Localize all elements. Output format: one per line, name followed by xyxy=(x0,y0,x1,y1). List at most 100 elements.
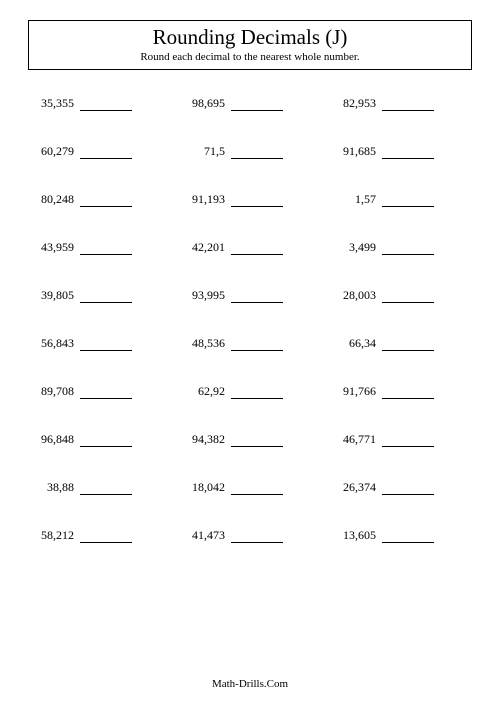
problem-number: 39,805 xyxy=(28,288,78,303)
problem-cell: 62,92 xyxy=(179,384,321,399)
problem-row: 60,279 71,5 91,685 xyxy=(28,144,472,159)
problem-cell: 18,042 xyxy=(179,480,321,495)
problem-row: 39,805 93,995 28,003 xyxy=(28,288,472,303)
answer-blank[interactable] xyxy=(231,195,283,207)
problem-row: 56,843 48,536 66,34 xyxy=(28,336,472,351)
problem-cell: 46,771 xyxy=(330,432,472,447)
answer-blank[interactable] xyxy=(382,483,434,495)
problem-number: 96,848 xyxy=(28,432,78,447)
problem-number: 1,57 xyxy=(330,192,380,207)
answer-blank[interactable] xyxy=(80,387,132,399)
problem-number: 58,212 xyxy=(28,528,78,543)
problem-number: 91,766 xyxy=(330,384,380,399)
answer-blank[interactable] xyxy=(231,291,283,303)
answer-blank[interactable] xyxy=(231,147,283,159)
problem-number: 28,003 xyxy=(330,288,380,303)
problem-number: 3,499 xyxy=(330,240,380,255)
problem-number: 26,374 xyxy=(330,480,380,495)
footer-text: Math-Drills.Com xyxy=(28,672,472,690)
problem-cell: 91,766 xyxy=(330,384,472,399)
problem-number: 66,34 xyxy=(330,336,380,351)
problem-cell: 35,355 xyxy=(28,96,170,111)
page-title: Rounding Decimals (J) xyxy=(29,25,471,50)
problem-row: 43,959 42,201 3,499 xyxy=(28,240,472,255)
problem-cell: 60,279 xyxy=(28,144,170,159)
problem-cell: 42,201 xyxy=(179,240,321,255)
problem-number: 43,959 xyxy=(28,240,78,255)
problem-cell: 80,248 xyxy=(28,192,170,207)
answer-blank[interactable] xyxy=(231,243,283,255)
problem-cell: 96,848 xyxy=(28,432,170,447)
problem-row: 38,88 18,042 26,374 xyxy=(28,480,472,495)
problem-number: 38,88 xyxy=(28,480,78,495)
problem-cell: 94,382 xyxy=(179,432,321,447)
problem-cell: 82,953 xyxy=(330,96,472,111)
answer-blank[interactable] xyxy=(231,483,283,495)
problem-cell: 43,959 xyxy=(28,240,170,255)
answer-blank[interactable] xyxy=(80,531,132,543)
answer-blank[interactable] xyxy=(80,339,132,351)
answer-blank[interactable] xyxy=(231,339,283,351)
problem-cell: 91,685 xyxy=(330,144,472,159)
answer-blank[interactable] xyxy=(382,531,434,543)
problem-cell: 58,212 xyxy=(28,528,170,543)
answer-blank[interactable] xyxy=(80,99,132,111)
page-subtitle: Round each decimal to the nearest whole … xyxy=(29,51,471,63)
problems-grid: 35,355 98,695 82,953 60,279 71,5 91,685 … xyxy=(28,96,472,672)
problem-cell: 13,605 xyxy=(330,528,472,543)
problem-number: 93,995 xyxy=(179,288,229,303)
problem-row: 35,355 98,695 82,953 xyxy=(28,96,472,111)
answer-blank[interactable] xyxy=(80,147,132,159)
problem-number: 98,695 xyxy=(179,96,229,111)
answer-blank[interactable] xyxy=(382,243,434,255)
problem-row: 96,848 94,382 46,771 xyxy=(28,432,472,447)
problem-number: 80,248 xyxy=(28,192,78,207)
problem-cell: 41,473 xyxy=(179,528,321,543)
problem-number: 42,201 xyxy=(179,240,229,255)
problem-number: 89,708 xyxy=(28,384,78,399)
answer-blank[interactable] xyxy=(382,435,434,447)
problem-number: 60,279 xyxy=(28,144,78,159)
problem-row: 89,708 62,92 91,766 xyxy=(28,384,472,399)
problem-number: 62,92 xyxy=(179,384,229,399)
problem-number: 56,843 xyxy=(28,336,78,351)
answer-blank[interactable] xyxy=(382,291,434,303)
problem-number: 35,355 xyxy=(28,96,78,111)
answer-blank[interactable] xyxy=(231,99,283,111)
answer-blank[interactable] xyxy=(382,195,434,207)
problem-number: 71,5 xyxy=(179,144,229,159)
problem-number: 46,771 xyxy=(330,432,380,447)
answer-blank[interactable] xyxy=(231,387,283,399)
answer-blank[interactable] xyxy=(80,483,132,495)
answer-blank[interactable] xyxy=(382,339,434,351)
problem-cell: 39,805 xyxy=(28,288,170,303)
problem-cell: 89,708 xyxy=(28,384,170,399)
problem-row: 80,248 91,193 1,57 xyxy=(28,192,472,207)
answer-blank[interactable] xyxy=(382,387,434,399)
answer-blank[interactable] xyxy=(80,243,132,255)
answer-blank[interactable] xyxy=(80,435,132,447)
problem-cell: 91,193 xyxy=(179,192,321,207)
answer-blank[interactable] xyxy=(382,99,434,111)
problem-number: 13,605 xyxy=(330,528,380,543)
problem-cell: 48,536 xyxy=(179,336,321,351)
answer-blank[interactable] xyxy=(80,195,132,207)
problem-cell: 26,374 xyxy=(330,480,472,495)
problem-cell: 3,499 xyxy=(330,240,472,255)
problem-number: 48,536 xyxy=(179,336,229,351)
problem-number: 94,382 xyxy=(179,432,229,447)
problem-number: 18,042 xyxy=(179,480,229,495)
answer-blank[interactable] xyxy=(231,435,283,447)
answer-blank[interactable] xyxy=(382,147,434,159)
worksheet-page: Rounding Decimals (J) Round each decimal… xyxy=(0,0,500,708)
problem-number: 91,685 xyxy=(330,144,380,159)
header-box: Rounding Decimals (J) Round each decimal… xyxy=(28,20,472,70)
problem-cell: 71,5 xyxy=(179,144,321,159)
answer-blank[interactable] xyxy=(231,531,283,543)
problem-cell: 66,34 xyxy=(330,336,472,351)
problem-cell: 38,88 xyxy=(28,480,170,495)
answer-blank[interactable] xyxy=(80,291,132,303)
problem-number: 91,193 xyxy=(179,192,229,207)
problem-row: 58,212 41,473 13,605 xyxy=(28,528,472,543)
problem-cell: 93,995 xyxy=(179,288,321,303)
